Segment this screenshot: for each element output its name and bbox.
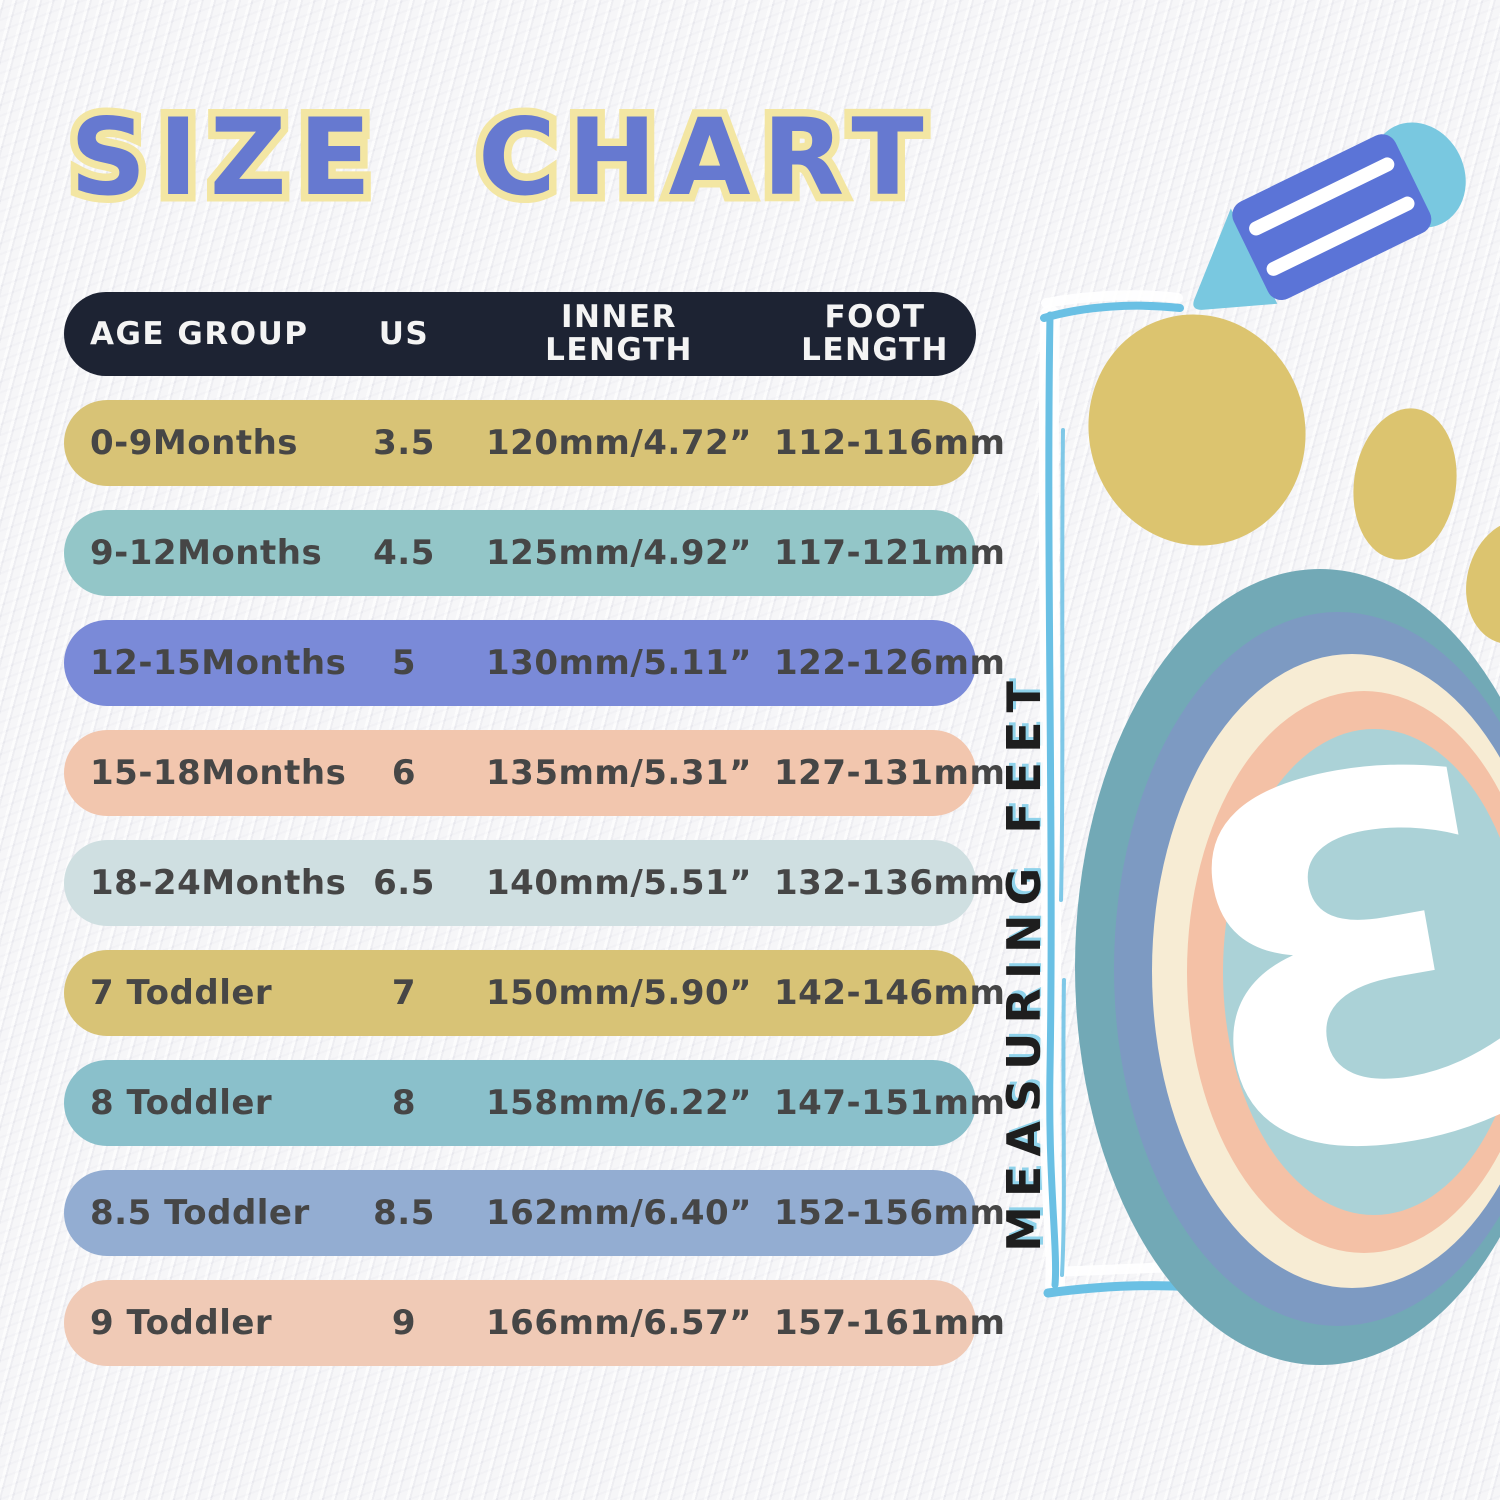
age-group-value: 8 Toddler (90, 1083, 273, 1123)
sole-swirl: Ɛ (1140, 650, 1500, 1284)
table-row: 8 Toddler 8 158mm/6.22” 147-151mm (64, 1060, 1006, 1146)
footprint-sole: Ɛ (1075, 569, 1500, 1365)
pencil-eraser (1370, 122, 1466, 228)
measuring-feet-label: MEASURING FEET (997, 672, 1051, 1252)
age-group-value: 18-24Months (90, 863, 347, 903)
us-size-value: 8 (391, 1083, 417, 1123)
table-row: 0-9Months 3.5 120mm/4.72” 112-116mm (64, 400, 1006, 486)
table-row: 7 Toddler 7 150mm/5.90” 142-146mm (64, 950, 1006, 1036)
table-row: 12-15Months 5 130mm/5.11” 122-126mm (64, 620, 1006, 706)
middle-toe (1353, 408, 1457, 560)
sole-ring-3 (1152, 654, 1500, 1288)
age-group-value: 7 Toddler (90, 973, 273, 1013)
foot-length-value: 112-116mm (774, 423, 1006, 463)
us-size-value: 4.5 (373, 533, 435, 573)
table-row: 8.5 Toddler 8.5 162mm/6.40” 152-156mm (64, 1170, 1006, 1256)
inner-length-value: 150mm/5.90” (486, 973, 752, 1013)
inner-length-value: 166mm/6.57” (486, 1303, 752, 1343)
us-size-value: 8.5 (373, 1193, 435, 1233)
foot-length-value: 157-161mm (774, 1303, 1006, 1343)
foot-length-value: 122-126mm (774, 643, 1006, 683)
age-group-value: 12-15Months (90, 643, 347, 683)
age-group-value: 8.5 Toddler (90, 1193, 310, 1233)
footprint-toes (1088, 314, 1500, 645)
table-row: 15-18Months 6 135mm/5.31” 127-131mm (64, 730, 1006, 816)
header-us-size: US (378, 315, 430, 352)
table-row: 9-12Months 4.5 125mm/4.92” 117-121mm (64, 510, 1006, 596)
pencil-body (1232, 134, 1432, 301)
inner-length-value: 130mm/5.11” (486, 643, 752, 683)
sole-ring-4 (1187, 691, 1500, 1253)
us-size-value: 6 (391, 753, 417, 793)
sole-ring-outer (1075, 569, 1500, 1365)
table-row: 18-24Months 6.5 140mm/5.51” 132-136mm (64, 840, 1006, 926)
inner-length-value: 135mm/5.31” (486, 753, 752, 793)
pencil-stripe (1249, 157, 1395, 236)
foot-length-value: 117-121mm (774, 533, 1006, 573)
age-group-value: 15-18Months (90, 753, 347, 793)
us-size-value: 7 (391, 973, 417, 1013)
inner-length-value: 120mm/4.72” (486, 423, 752, 463)
us-size-value: 5 (391, 643, 417, 683)
us-size-value: 9 (391, 1303, 417, 1343)
pencil-stripe (1266, 196, 1415, 276)
measuring-line-sketch (1038, 290, 1205, 1298)
big-toe (1088, 314, 1306, 546)
sole-ring-2 (1114, 612, 1500, 1326)
pencil-tip (1193, 208, 1278, 310)
size-table: AGE GROUP US INNER LENGTH FOOT LENGTH 0-… (64, 292, 1006, 1366)
pencil-icon (1193, 122, 1466, 310)
us-size-value: 3.5 (373, 423, 435, 463)
age-group-value: 9 Toddler (90, 1303, 273, 1343)
us-size-value: 6.5 (373, 863, 435, 903)
age-group-value: 0-9Months (90, 423, 299, 463)
inner-length-value: 140mm/5.51” (486, 863, 752, 903)
small-toe (1466, 519, 1500, 645)
foot-length-value: 147-151mm (774, 1083, 1006, 1123)
header-inner-length: INNER LENGTH (545, 299, 693, 368)
inner-length-value: 158mm/6.22” (486, 1083, 752, 1123)
page-title: SIZE CHART (63, 89, 936, 227)
foot-length-value: 127-131mm (774, 753, 1006, 793)
foot-length-value: 142-146mm (774, 973, 1006, 1013)
table-header-row: AGE GROUP US INNER LENGTH FOOT LENGTH (64, 292, 976, 376)
header-age-group: AGE GROUP (90, 315, 309, 352)
foot-length-value: 152-156mm (774, 1193, 1006, 1233)
foot-length-value: 132-136mm (774, 863, 1006, 903)
table-row: 9 Toddler 9 166mm/6.57” 157-161mm (64, 1280, 1006, 1366)
age-group-value: 9-12Months (90, 533, 323, 573)
sole-inner (1223, 729, 1500, 1215)
inner-length-value: 125mm/4.92” (486, 533, 752, 573)
inner-length-value: 162mm/6.40” (486, 1193, 752, 1233)
header-foot-length: FOOT LENGTH (801, 299, 949, 368)
